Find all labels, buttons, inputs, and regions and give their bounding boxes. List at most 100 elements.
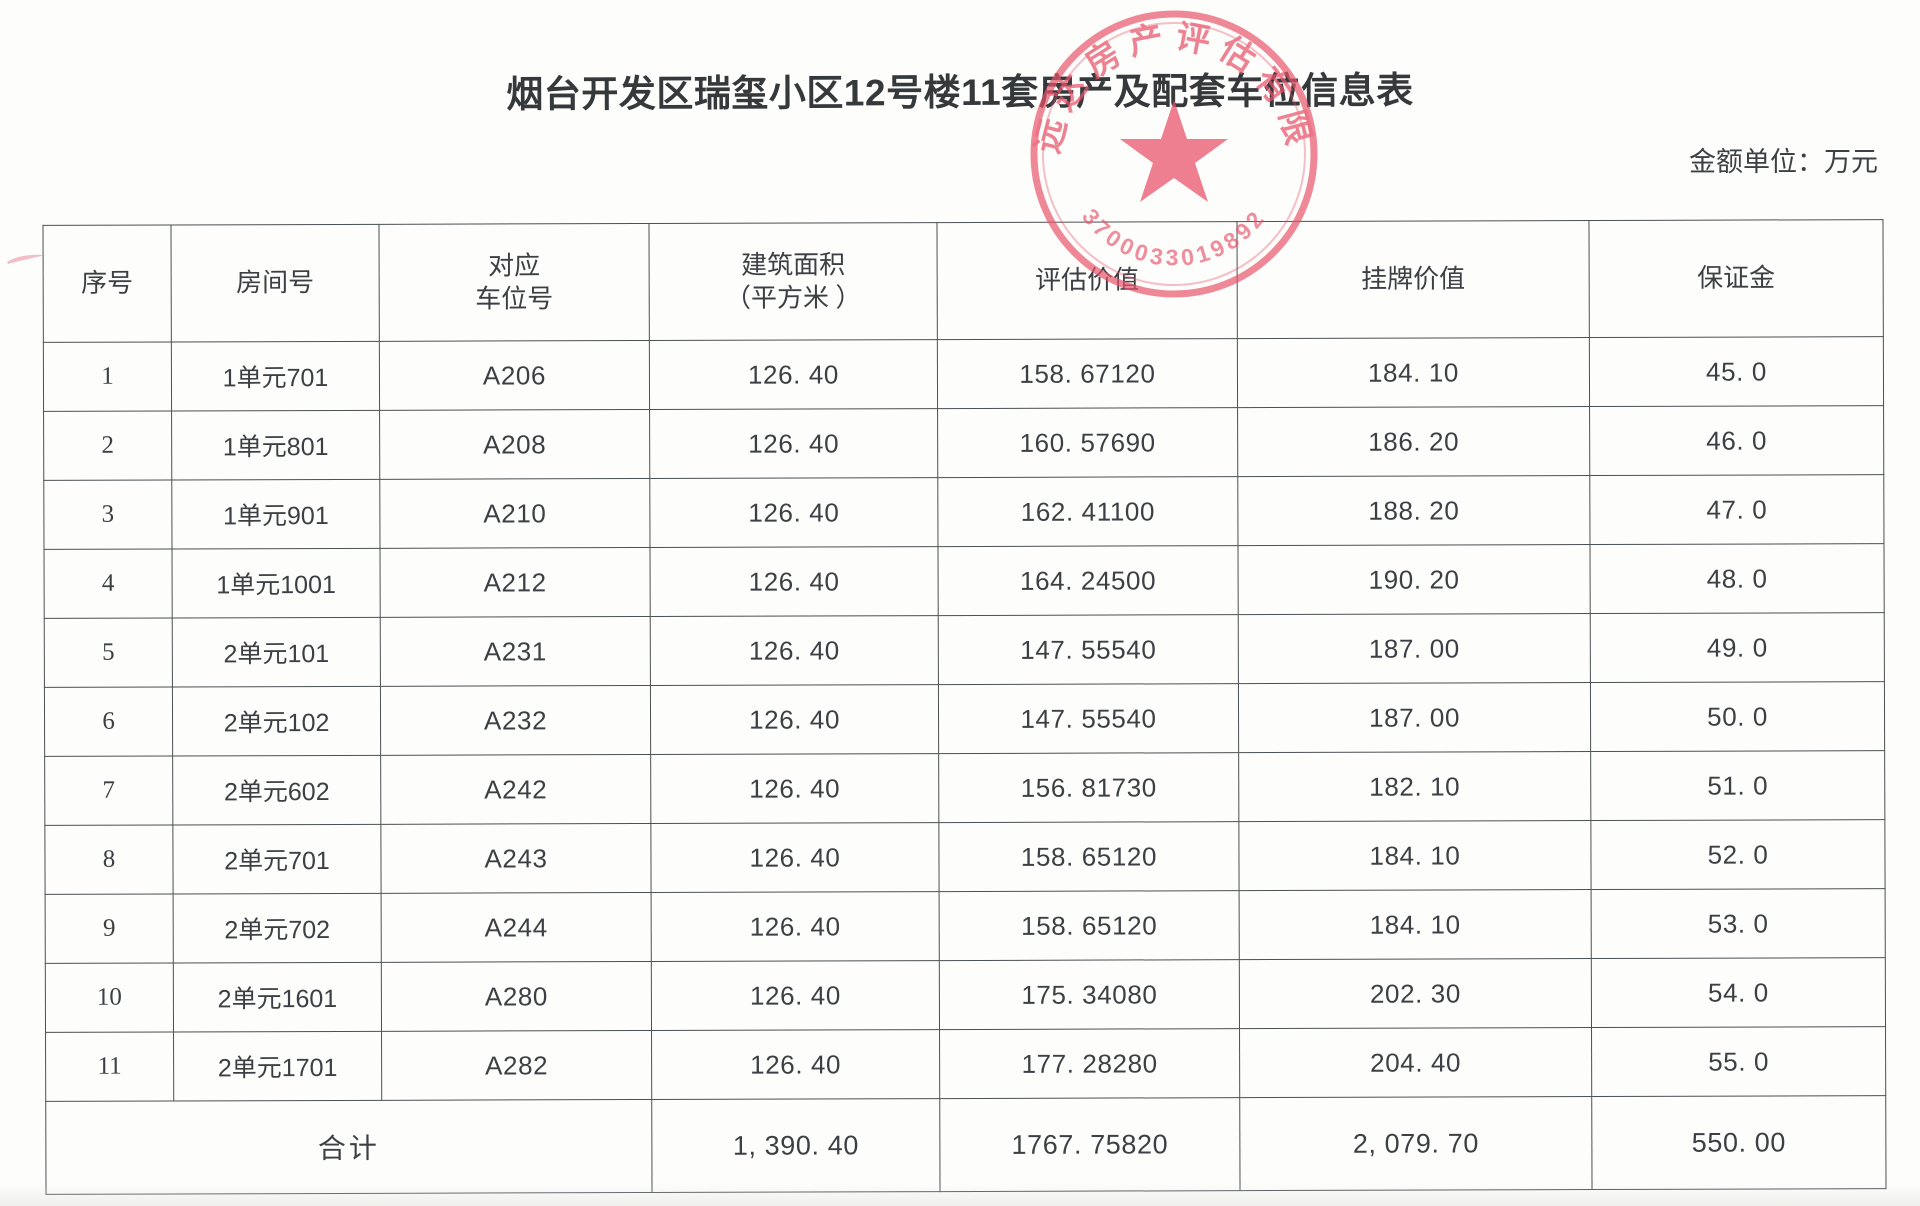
cell-assessed-value: 175. 34080 [939, 959, 1240, 1030]
page-title: 烟台开发区瑞玺小区12号楼11套房产及配套车位信息表 [506, 70, 1414, 115]
cell-listed-value: 182. 10 [1238, 751, 1591, 822]
table-body: 1 1单元701 A206 126. 40 158. 67120 184. 10 45. 0… [43, 336, 1887, 1195]
cell-assessed-value: 158. 65120 [938, 821, 1240, 892]
table-row: 5 2单元101 A231 126. 40 147. 55540 187. 00 49. 0 [44, 612, 1885, 688]
cell-listed-value: 187. 00 [1238, 613, 1591, 684]
column-header-area: 建筑面积 （平方米 ） [648, 222, 938, 341]
cell-building-area: 126. 40 [650, 684, 939, 755]
column-header-assessed-value: 评估价值 [936, 221, 1238, 340]
cell-parking-number: A208 [379, 409, 650, 480]
column-header-index: 序号 [42, 224, 172, 343]
column-header-parking-line2: 车位号 [475, 284, 554, 314]
cell-deposit: 47. 0 [1589, 474, 1884, 545]
cell-parking-number: A212 [379, 547, 651, 618]
cell-listed-value: 184. 10 [1237, 337, 1590, 408]
cell-total-deposit: 550. 00 [1591, 1095, 1887, 1190]
column-header-parking: 对应 车位号 [378, 223, 650, 342]
cell-deposit: 53. 0 [1591, 888, 1886, 959]
cell-deposit: 45. 0 [1589, 336, 1884, 407]
cell-listed-value: 184. 10 [1239, 889, 1592, 960]
column-header-listed-value: 挂牌价值 [1236, 220, 1590, 339]
cell-total-assessed: 1767. 75820 [939, 1097, 1241, 1192]
cell-index: 1 [43, 341, 172, 412]
cell-deposit: 54. 0 [1591, 957, 1886, 1028]
cell-index: 5 [44, 617, 173, 688]
cell-index: 4 [44, 548, 173, 619]
cell-listed-value: 186. 20 [1237, 406, 1590, 477]
cell-assessed-value: 158. 67120 [937, 338, 1238, 409]
cell-parking-number: A231 [380, 616, 651, 687]
cell-assessed-value: 147. 55540 [938, 683, 1239, 754]
table-total-row: 合计 1, 390. 40 1767. 75820 2, 079. 70 550. 00 [45, 1095, 1887, 1195]
cell-deposit: 46. 0 [1589, 405, 1884, 476]
cell-total-listed: 2, 079. 70 [1239, 1096, 1593, 1191]
column-header-area-line1: 建筑面积 [741, 250, 846, 280]
table-row: 11 2单元1701 A282 126. 40 177. 28280 204. 40 55.… [45, 1026, 1886, 1102]
cell-index: 9 [45, 893, 174, 964]
cell-room-number: 1单元701 [171, 341, 380, 411]
table-row: 7 2单元602 A242 126. 40 156. 81730 182. 10 51. 0 [44, 750, 1885, 826]
column-header-deposit: 保证金 [1588, 219, 1884, 338]
cell-listed-value: 187. 00 [1238, 682, 1591, 753]
cell-building-area: 126. 40 [651, 891, 940, 962]
cell-room-number: 2单元1601 [173, 962, 382, 1032]
cell-building-area: 126. 40 [649, 477, 938, 548]
cell-total-label: 合计 [45, 1099, 653, 1195]
cell-building-area: 126. 40 [649, 339, 938, 410]
cell-room-number: 2单元602 [172, 755, 381, 825]
cell-parking-number: A232 [380, 685, 651, 756]
table-row: 10 2单元1601 A280 126. 40 175. 34080 202. 30 54.… [45, 957, 1886, 1033]
cell-listed-value: 204. 40 [1239, 1027, 1592, 1098]
cell-room-number: 2单元1701 [173, 1031, 382, 1101]
cell-listed-value: 190. 20 [1237, 544, 1591, 615]
cell-building-area: 126. 40 [649, 546, 939, 617]
cell-assessed-value: 162. 41100 [937, 476, 1238, 547]
cell-parking-number: A242 [380, 754, 651, 825]
cell-total-area: 1, 390. 40 [651, 1098, 941, 1193]
column-header-parking-line1: 对应 [488, 251, 541, 281]
amount-unit-note: 金额单位：万元 [1689, 147, 1878, 177]
cell-parking-number: A282 [381, 1030, 652, 1101]
cell-assessed-value: 156. 81730 [938, 752, 1239, 823]
cell-deposit: 49. 0 [1590, 612, 1885, 683]
cell-deposit: 48. 0 [1589, 543, 1885, 614]
cell-building-area: 126. 40 [651, 960, 940, 1031]
cell-assessed-value: 147. 55540 [938, 614, 1239, 685]
cell-listed-value: 188. 20 [1237, 475, 1590, 546]
cell-index: 2 [43, 410, 172, 481]
cell-building-area: 126. 40 [651, 1029, 940, 1100]
table-row: 8 2单元701 A243 126. 40 158. 65120 184. 10 52. 0 [44, 819, 1886, 895]
property-info-table-container: 序号 房间号 对应 车位号 建筑面积 （平方米 ） 评估价值 挂牌价值 保证金 … [42, 219, 1887, 1195]
table-row: 3 1单元901 A210 126. 40 162. 41100 188. 20 47. 0 [43, 474, 1884, 550]
cell-index: 6 [44, 686, 173, 757]
cell-deposit: 51. 0 [1590, 750, 1885, 821]
cell-parking-number: A210 [379, 478, 650, 549]
cell-index: 7 [44, 755, 173, 826]
cell-room-number: 1单元801 [171, 410, 380, 480]
cell-deposit: 55. 0 [1591, 1026, 1886, 1097]
cell-room-number: 2单元101 [172, 617, 381, 687]
cell-building-area: 126. 40 [650, 822, 940, 893]
table-row: 4 1单元1001 A212 126. 40 164. 24500 190. 20 48. … [44, 543, 1885, 619]
cell-building-area: 126. 40 [650, 615, 939, 686]
cell-index: 10 [45, 962, 174, 1033]
table-row: 9 2单元702 A244 126. 40 158. 65120 184. 10 53. 0 [45, 888, 1886, 964]
cell-room-number: 2单元102 [172, 686, 381, 756]
cell-room-number: 1单元901 [171, 479, 380, 549]
cell-parking-number: A244 [381, 892, 652, 963]
cell-parking-number: A206 [379, 340, 650, 411]
table-row: 2 1单元801 A208 126. 40 160. 57690 186. 20 46. 0 [43, 405, 1884, 481]
column-header-room: 房间号 [170, 224, 380, 342]
cell-room-number: 1单元1001 [171, 548, 381, 618]
column-header-area-line2: （平方米 ） [724, 283, 862, 313]
cell-building-area: 126. 40 [649, 408, 938, 479]
cell-assessed-value: 177. 28280 [939, 1028, 1240, 1099]
cell-index: 8 [44, 824, 174, 895]
cell-index: 11 [45, 1031, 174, 1102]
cell-parking-number: A243 [380, 823, 652, 894]
cell-listed-value: 202. 30 [1239, 958, 1592, 1029]
cell-deposit: 50. 0 [1590, 681, 1885, 752]
cell-building-area: 126. 40 [650, 753, 939, 824]
